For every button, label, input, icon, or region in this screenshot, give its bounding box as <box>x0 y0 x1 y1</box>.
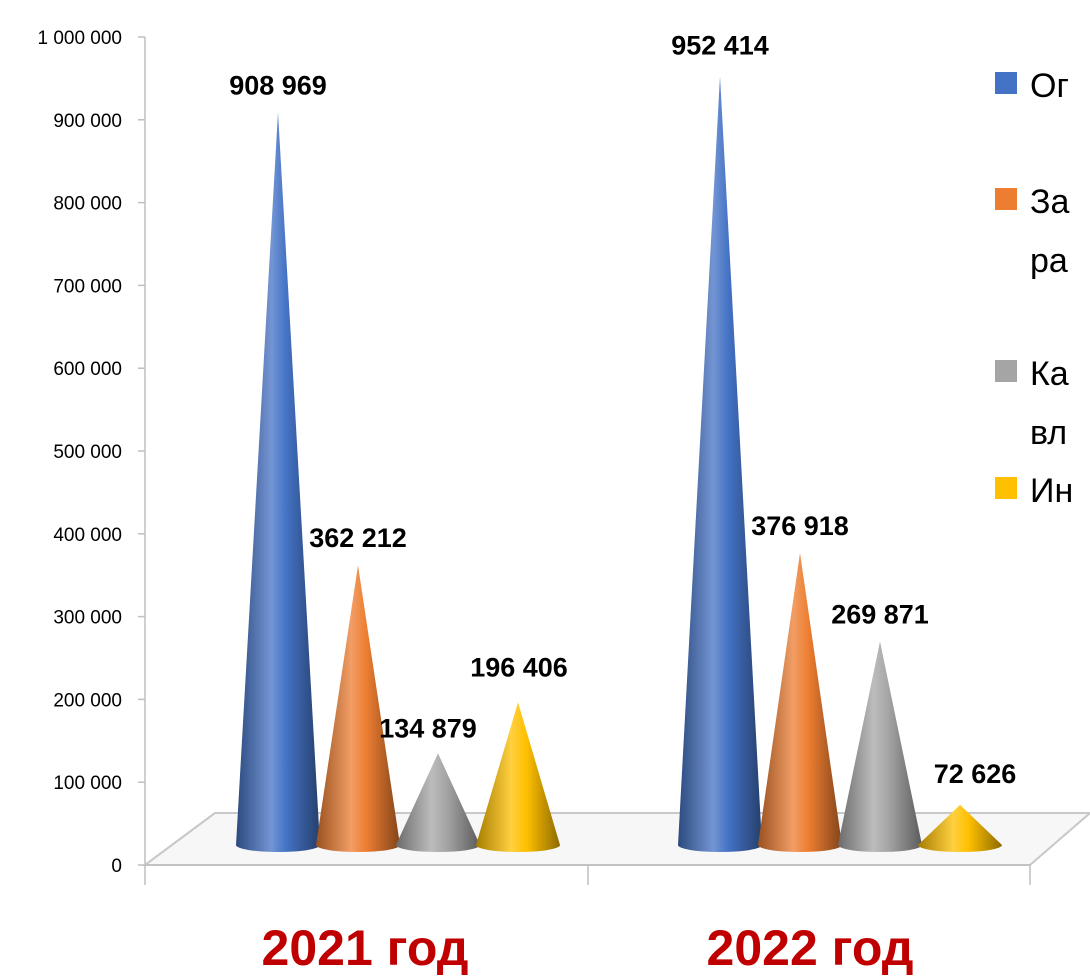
data-label: 952 414 <box>671 30 769 60</box>
cone-1-2021-год <box>236 112 320 853</box>
legend-label: ра <box>1030 242 1068 280</box>
legend-label: Ин <box>1030 472 1073 510</box>
y-tick-label: 100 000 <box>53 773 122 794</box>
y-axis: 0 100 000 200 000 300 000 400 000 500 000 600 … <box>37 28 1031 885</box>
legend-label: вл <box>1030 414 1067 452</box>
legend-swatch <box>995 188 1017 210</box>
y-tick-label: 400 000 <box>53 525 122 546</box>
cone-4-2022-год <box>918 804 1002 852</box>
cone-3-2022-год <box>838 641 922 852</box>
data-labels: 908 969 952 414 362 212 376 918 134 879 269 8… <box>229 30 1016 788</box>
category-label: 2022 год <box>707 920 914 976</box>
y-tick-label: 600 000 <box>53 359 122 380</box>
category-label: 2021 год <box>262 920 469 976</box>
plot-area <box>236 76 1002 853</box>
data-label: 72 626 <box>934 759 1017 789</box>
data-label: 908 969 <box>229 70 327 100</box>
data-label: 269 871 <box>831 600 929 630</box>
legend-swatch <box>995 477 1017 499</box>
cone-1-2022-год <box>678 76 762 853</box>
data-label: 196 406 <box>470 652 568 682</box>
legend: Ог За ра Ка вл Ин <box>995 67 1073 510</box>
y-tick-label: 0 <box>111 856 122 877</box>
legend-swatch <box>995 72 1017 94</box>
cone-3-2021-год <box>396 753 480 852</box>
y-tick-label: 800 000 <box>53 194 122 215</box>
y-tick-label: 1 000 000 <box>37 28 122 49</box>
data-label: 134 879 <box>379 713 477 743</box>
floor-side-edge <box>144 812 216 866</box>
legend-label: Ог <box>1030 67 1069 105</box>
y-tick-label: 700 000 <box>53 276 122 297</box>
y-tick-label: 500 000 <box>53 442 122 463</box>
y-tick-label: 300 000 <box>53 608 122 629</box>
cone-4-2021-год <box>476 702 560 852</box>
data-label: 362 212 <box>309 523 407 553</box>
y-tick-label: 200 000 <box>53 690 122 711</box>
legend-label: За <box>1030 183 1070 221</box>
y-tick-label: 900 000 <box>53 111 122 132</box>
data-label: 376 918 <box>751 511 849 541</box>
category-labels: 2021 год 2022 год <box>262 920 914 976</box>
cone-2-2021-год <box>316 565 400 852</box>
cone-2-2022-год <box>758 552 842 852</box>
legend-label: Ка <box>1030 355 1069 393</box>
legend-swatch <box>995 360 1017 382</box>
